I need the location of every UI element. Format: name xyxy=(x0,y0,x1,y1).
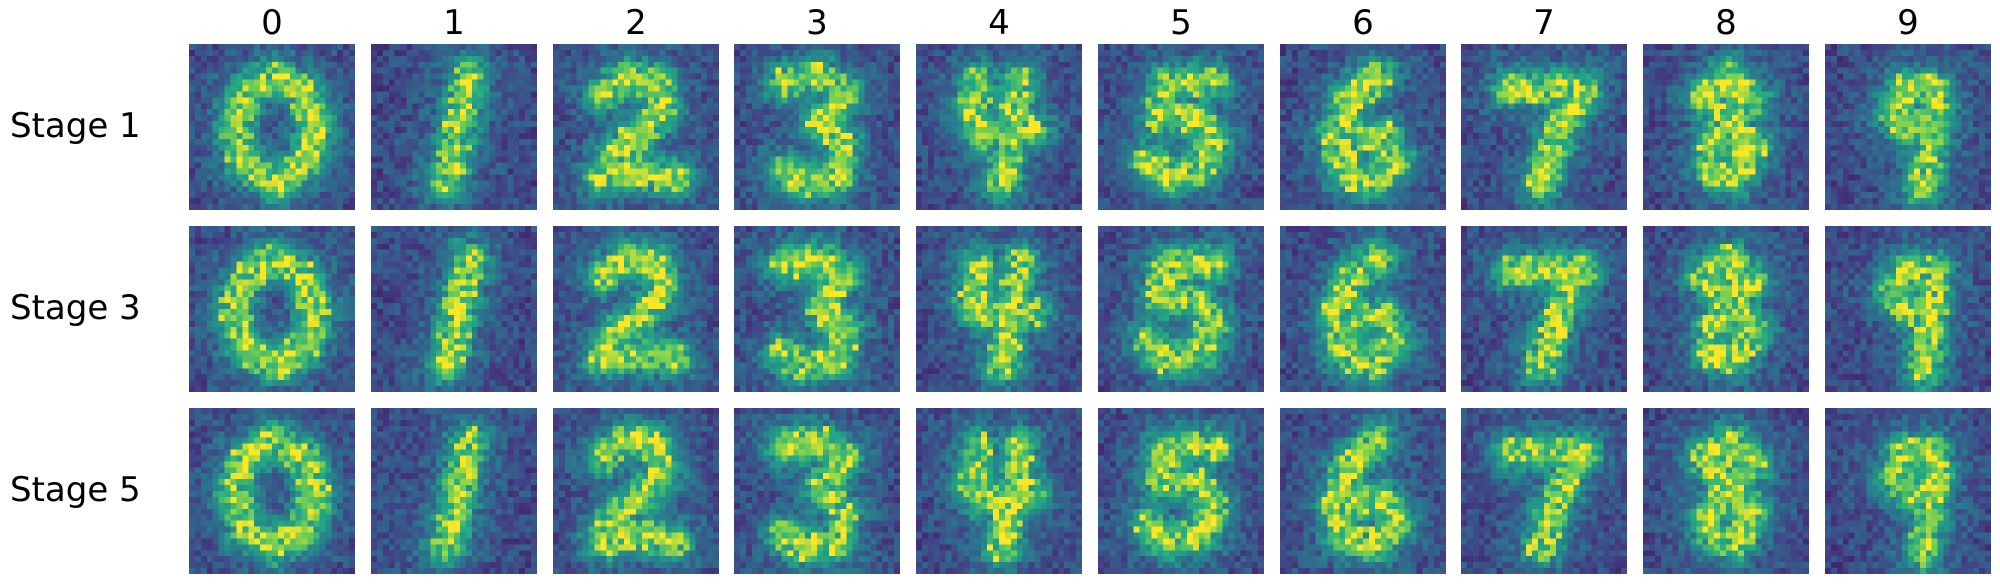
digit-1-stage-tile xyxy=(371,408,537,574)
digit-7-stage-tile xyxy=(1461,408,1627,574)
column-label-3: 3 xyxy=(806,3,828,43)
column-label-2: 2 xyxy=(625,3,647,43)
column-label-5: 5 xyxy=(1170,3,1192,43)
digit-8-stage-tile xyxy=(1643,44,1809,210)
digit-4-stage-tile xyxy=(916,44,1082,210)
digit-2-stage-tile xyxy=(553,408,719,574)
column-label-7: 7 xyxy=(1533,3,1555,43)
digit-9-stage-tile xyxy=(1825,226,1991,392)
digit-9-stage-tile xyxy=(1825,408,1991,574)
digit-8-stage-tile xyxy=(1643,408,1809,574)
column-label-4: 4 xyxy=(988,3,1010,43)
digit-7-stage-tile xyxy=(1461,226,1627,392)
digit-1-stage-tile xyxy=(371,226,537,392)
digit-6-stage-tile xyxy=(1280,408,1446,574)
digit-0-stage-tile xyxy=(189,44,355,210)
digit-3-stage-tile xyxy=(734,408,900,574)
digit-2-stage-tile xyxy=(553,44,719,210)
row-label-stage-5: Stage 5 xyxy=(10,470,141,510)
column-label-6: 6 xyxy=(1352,3,1374,43)
digit-9-stage-tile xyxy=(1825,44,1991,210)
digit-5-stage-tile xyxy=(1098,408,1264,574)
digit-2-stage-tile xyxy=(553,226,719,392)
digit-1-stage-tile xyxy=(371,44,537,210)
digit-0-stage-tile xyxy=(189,226,355,392)
column-label-0: 0 xyxy=(261,3,283,43)
digit-3-stage-tile xyxy=(734,226,900,392)
column-label-8: 8 xyxy=(1715,3,1737,43)
digit-6-stage-tile xyxy=(1280,44,1446,210)
digit-4-stage-tile xyxy=(916,408,1082,574)
digit-3-stage-tile xyxy=(734,44,900,210)
digit-5-stage-tile xyxy=(1098,44,1264,210)
column-label-9: 9 xyxy=(1897,3,1919,43)
digit-6-stage-tile xyxy=(1280,226,1446,392)
column-label-1: 1 xyxy=(443,3,465,43)
digit-8-stage-tile xyxy=(1643,226,1809,392)
digit-5-stage-tile xyxy=(1098,226,1264,392)
row-label-stage-1: Stage 1 xyxy=(10,106,141,146)
row-label-stage-3: Stage 3 xyxy=(10,288,141,328)
digit-7-stage-tile xyxy=(1461,44,1627,210)
digit-4-stage-tile xyxy=(916,226,1082,392)
digit-0-stage-tile xyxy=(189,408,355,574)
